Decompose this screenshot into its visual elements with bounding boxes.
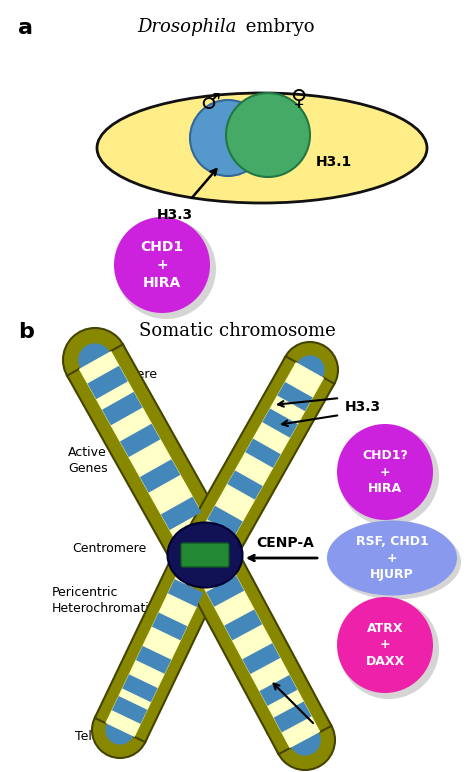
Text: Drosophila: Drosophila [137,18,237,36]
Text: CHD1?
+
HIRA: CHD1? + HIRA [362,449,408,495]
Polygon shape [102,392,143,425]
Polygon shape [136,646,171,674]
Text: b: b [18,322,34,342]
Polygon shape [245,438,281,468]
Text: Telomere: Telomere [100,368,157,381]
Circle shape [190,100,266,176]
Ellipse shape [327,520,457,595]
Text: ♂: ♂ [200,93,220,113]
Polygon shape [183,549,331,754]
Polygon shape [196,362,324,555]
Polygon shape [67,344,228,563]
Text: H3.3: H3.3 [157,208,193,222]
Text: Active
Genes: Active Genes [68,445,108,475]
Polygon shape [112,696,147,724]
Text: ATRX
+
DAXX: ATRX + DAXX [365,622,405,668]
Circle shape [226,93,310,177]
Text: Pericentric
Heterochromatin: Pericentric Heterochromatin [52,586,158,615]
Polygon shape [122,674,158,703]
Text: H3.3: H3.3 [265,723,301,737]
Polygon shape [186,356,334,560]
Polygon shape [242,643,280,674]
Ellipse shape [331,524,461,600]
Text: CENP-A: CENP-A [256,536,314,550]
Text: H3.3: H3.3 [345,400,381,414]
Text: CHD1
+
HIRA: CHD1 + HIRA [140,239,183,290]
Text: Somatic chromosome: Somatic chromosome [138,322,336,340]
FancyBboxPatch shape [181,543,229,567]
Polygon shape [228,470,263,499]
Text: embryo: embryo [240,18,315,36]
Circle shape [337,597,433,693]
Circle shape [289,724,320,756]
Text: H3.1: H3.1 [316,155,352,169]
Circle shape [339,426,439,526]
Text: Telomere: Telomere [75,730,132,743]
Circle shape [105,716,135,745]
Ellipse shape [167,523,243,587]
Polygon shape [206,576,244,607]
Circle shape [282,342,338,398]
Text: Centromere: Centromere [72,541,146,554]
Polygon shape [95,551,225,742]
Polygon shape [105,556,215,737]
Polygon shape [207,506,243,535]
Polygon shape [152,612,187,641]
Text: ♀: ♀ [290,88,306,108]
Polygon shape [161,496,201,530]
Polygon shape [224,609,262,641]
Circle shape [78,344,112,377]
Circle shape [114,217,210,313]
Polygon shape [79,351,216,556]
Polygon shape [87,366,128,399]
Circle shape [116,219,216,319]
Circle shape [63,328,127,392]
Polygon shape [277,382,313,411]
Circle shape [295,355,325,384]
Text: RSF, CHD1
+
HJURP: RSF, CHD1 + HJURP [356,535,428,581]
Polygon shape [262,408,298,438]
Circle shape [339,599,439,699]
Ellipse shape [97,93,427,203]
Polygon shape [140,459,180,493]
Polygon shape [273,702,311,733]
Circle shape [92,702,148,758]
Polygon shape [259,675,297,706]
Circle shape [337,424,433,520]
Text: a: a [18,18,33,38]
Polygon shape [168,579,203,607]
Polygon shape [195,555,320,748]
Circle shape [275,710,335,770]
Polygon shape [120,424,160,457]
